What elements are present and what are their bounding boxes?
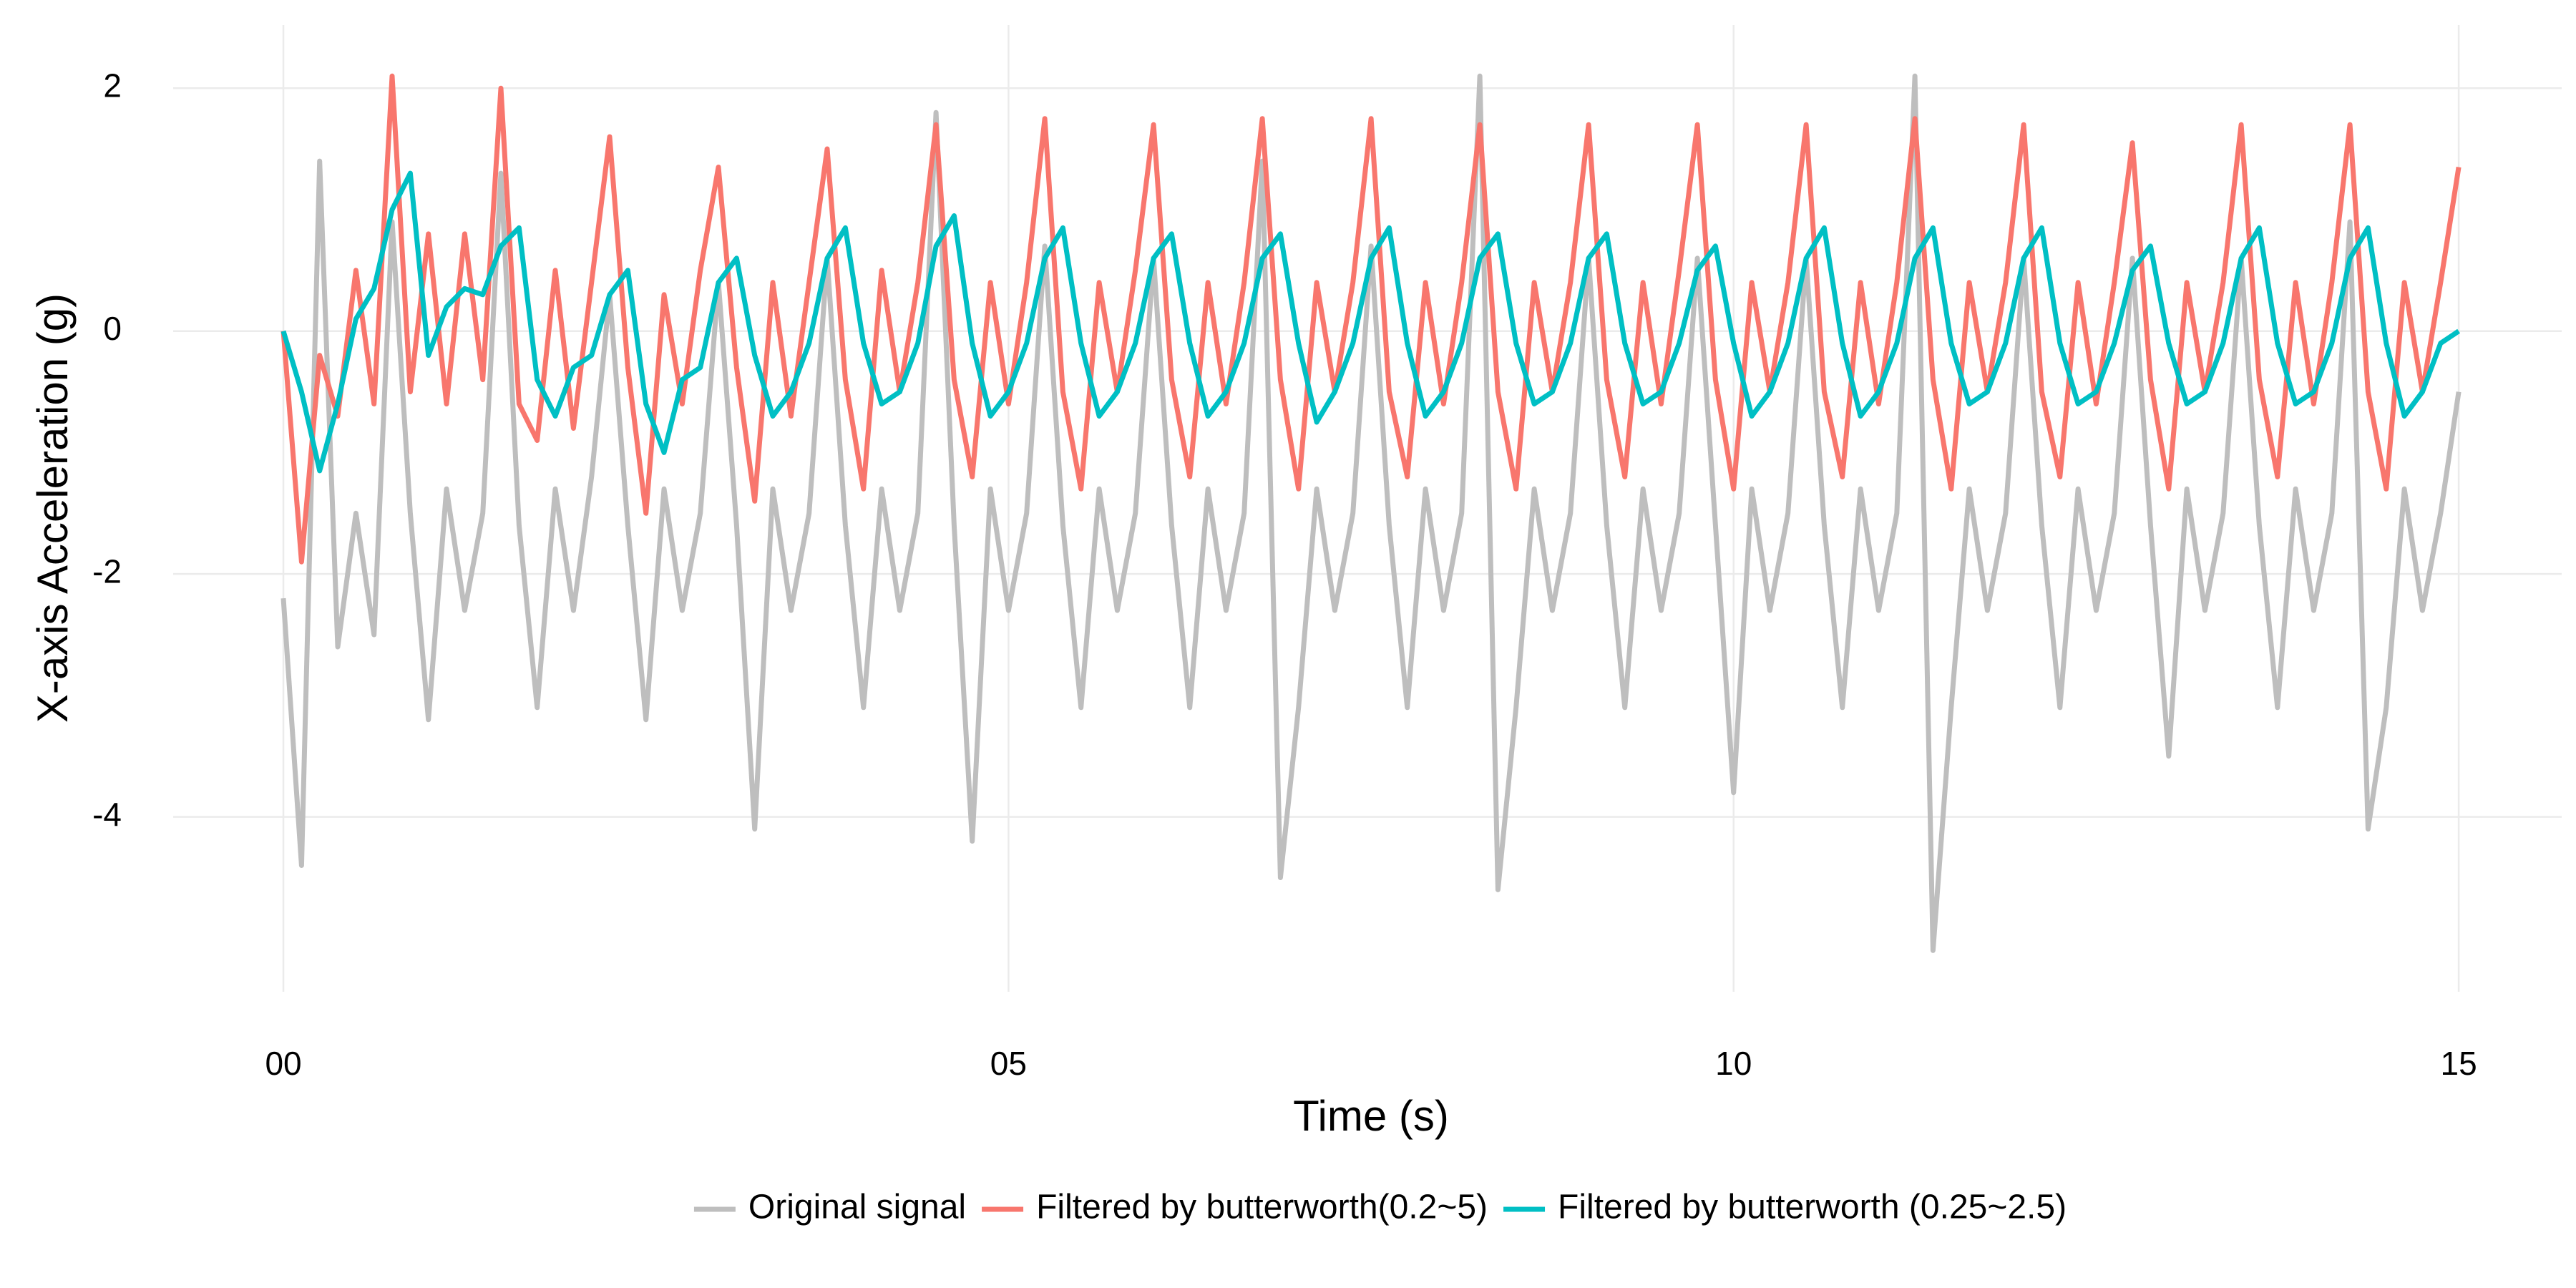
legend-item: Original signal [693, 1189, 966, 1226]
y-tick-label: -4 [92, 796, 122, 833]
x-tick-label: 00 [265, 1045, 301, 1082]
legend-item: Filtered by butterworth(0.2~5) [982, 1189, 1488, 1226]
series-line [280, 170, 2461, 474]
legend-label: Filtered by butterworth(0.2~5) [1036, 1189, 1488, 1226]
x-tick-label: 10 [1715, 1045, 1752, 1082]
legend: Original signal Filtered by butterworth(0… [693, 1189, 2067, 1226]
plot-lines [280, 73, 2462, 953]
x-axis-title: Time (s) [1293, 1092, 1449, 1140]
y-tick-label: 2 [103, 67, 122, 104]
y-tick-label: 0 [103, 310, 122, 347]
y-axis-title: X-axis Acceleration (g) [29, 293, 77, 723]
x-tick-label: 15 [2441, 1045, 2477, 1082]
y-tick-label: -2 [92, 552, 122, 590]
series-line [280, 73, 2462, 953]
x-tick-label: 05 [990, 1045, 1027, 1082]
legend-label: Original signal [748, 1189, 966, 1226]
legend-item: Filtered by butterworth (0.25~2.5) [1503, 1189, 2067, 1226]
series-line [280, 73, 2462, 565]
legend-label: Filtered by butterworth (0.25~2.5) [1558, 1189, 2067, 1226]
